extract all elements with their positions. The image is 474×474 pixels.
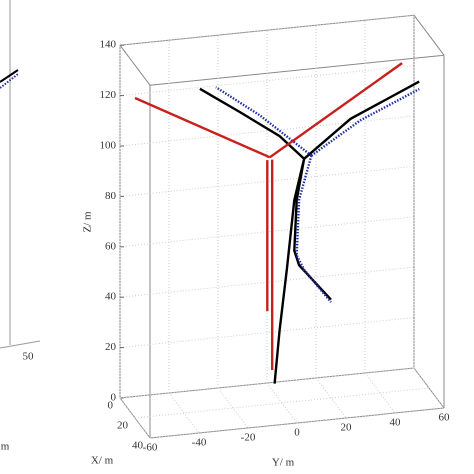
y-tick-label: 40 <box>390 417 402 429</box>
grid-line <box>149 407 445 439</box>
z-axis-label: Z/ m <box>82 211 94 233</box>
curve-fragment <box>0 69 19 83</box>
box-edge <box>119 44 151 86</box>
curve-fragment <box>0 73 19 89</box>
z-tick-label: 100 <box>100 140 117 152</box>
z-tick-label: 20 <box>105 341 117 353</box>
y-tick-label: -60 <box>143 442 158 454</box>
grid-line <box>119 65 415 97</box>
z-tick-label: 80 <box>105 190 117 202</box>
z-tick-label: 140 <box>100 39 117 51</box>
curve <box>215 86 420 303</box>
grid-line <box>413 367 445 409</box>
tick-label: 50 <box>23 351 35 363</box>
x-tick-label: 0 <box>108 400 114 412</box>
grid-line <box>119 14 415 46</box>
y-tick-label: -20 <box>241 432 256 444</box>
y-tick-label: 20 <box>341 422 353 434</box>
box-edge <box>413 14 445 56</box>
y-tick-label: -40 <box>192 437 207 449</box>
curve <box>199 80 420 384</box>
left-fragment: 50 m <box>0 0 41 453</box>
curve <box>134 62 403 370</box>
y-tick-label: 0 <box>294 427 300 439</box>
y-axis-label: Y/ m <box>272 457 295 469</box>
box-edge <box>149 54 445 86</box>
z-tick-label: 120 <box>100 89 117 101</box>
z-tick-label: 60 <box>105 240 117 252</box>
grid-line <box>168 392 200 434</box>
x-tick-label: 20 <box>117 420 129 432</box>
axis-label: m <box>1 441 10 453</box>
z-tick-label: 0 <box>111 392 117 404</box>
grid-line <box>134 387 430 419</box>
grid-line <box>119 317 415 349</box>
z-tick-label: 40 <box>105 291 117 303</box>
x-tick-label: 40 <box>132 440 144 452</box>
box-edge <box>0 340 41 349</box>
grid-line <box>315 377 347 419</box>
y-tick-label: 60 <box>439 412 451 424</box>
x-axis-label: X/ m <box>91 455 114 467</box>
grid-line <box>119 367 415 399</box>
grid-line <box>217 387 249 429</box>
